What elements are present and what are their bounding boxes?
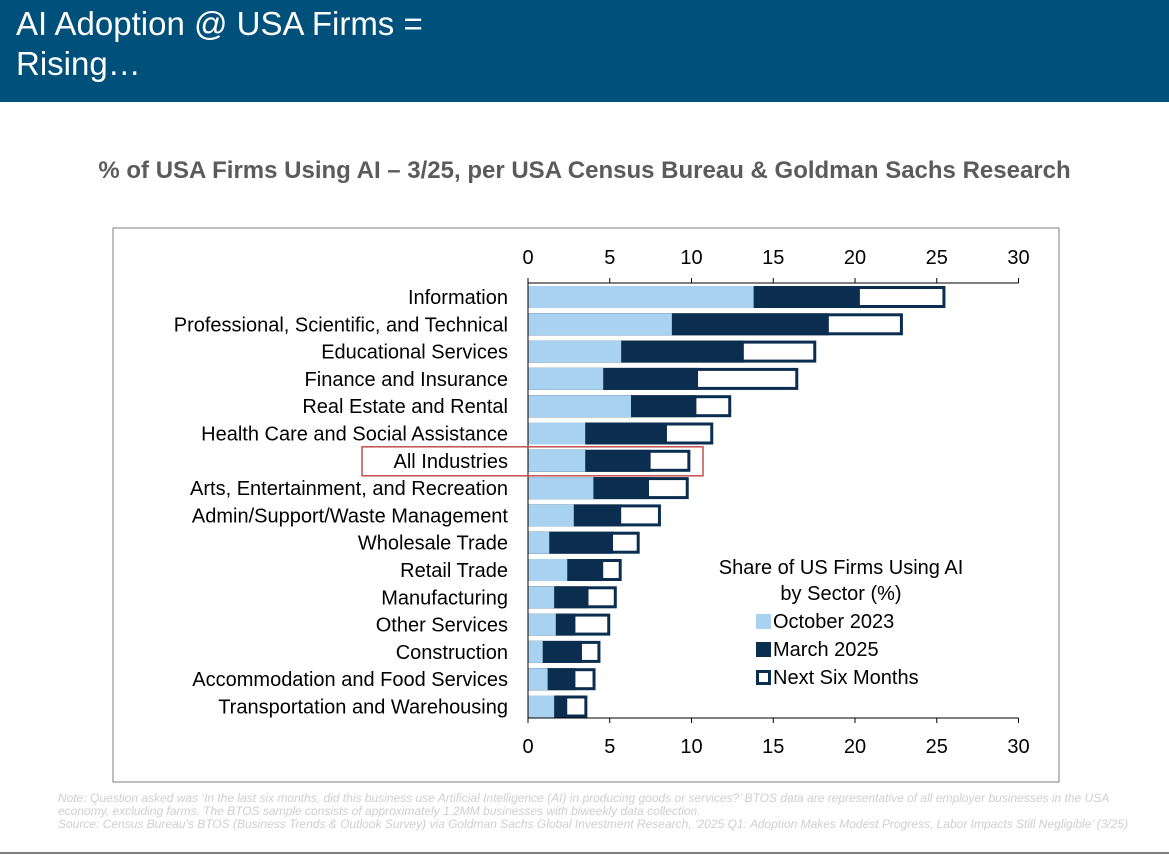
bar-october-2023: [528, 559, 568, 581]
bar-october-2023: [528, 613, 556, 636]
slide-title: AI Adoption @ USA Firms = Rising…: [16, 5, 423, 82]
bar-october-2023: [528, 668, 548, 691]
bottom-rule: [0, 852, 1169, 854]
bar-october-2023: [528, 640, 543, 663]
bar-october-2023: [528, 422, 586, 445]
category-label: Information: [408, 287, 508, 309]
category-label: Manufacturing: [381, 587, 508, 609]
legend-label: October 2023: [773, 611, 894, 633]
legend-title-line-2: by Sector (%): [780, 583, 901, 605]
x-tick-label-top: 20: [844, 247, 866, 269]
category-label: Health Care and Social Assistance: [201, 424, 508, 446]
category-label: Accommodation and Food Services: [192, 669, 508, 691]
x-tick-label-top: 0: [522, 247, 533, 269]
category-label: Educational Services: [321, 342, 508, 364]
x-tick-label-top: 30: [1007, 247, 1029, 269]
legend-swatch-october-2023: [756, 614, 771, 629]
bar-october-2023: [528, 340, 622, 363]
x-tick-label-bottom: 0: [522, 736, 533, 758]
x-tick-label-bottom: 15: [762, 736, 784, 758]
category-label: Wholesale Trade: [358, 533, 508, 555]
x-tick-label-bottom: 30: [1007, 736, 1029, 758]
legend-swatch-next-six-months: [756, 670, 771, 685]
category-label: Finance and Insurance: [305, 369, 508, 391]
x-tick-label-bottom: 20: [844, 736, 866, 758]
highlight-box: [361, 446, 704, 477]
category-label: Professional, Scientific, and Technical: [174, 314, 508, 336]
source-text: Source: Census Bureau’s BTOS (Business T…: [58, 817, 1129, 831]
legend-swatch-march-2025: [756, 642, 771, 657]
bar-october-2023: [528, 695, 555, 718]
bar-october-2023: [528, 531, 550, 554]
category-label: Transportation and Warehousing: [218, 697, 508, 719]
category-label: Retail Trade: [400, 560, 508, 582]
x-tick-label-top: 5: [604, 247, 615, 269]
x-tick-label-top: 25: [926, 247, 948, 269]
chart-heading: % of USA Firms Using AI – 3/25, per USA …: [98, 157, 1071, 184]
x-tick-label-top: 10: [680, 247, 702, 269]
bar-october-2023: [528, 449, 586, 472]
category-label: Construction: [396, 642, 508, 664]
category-label: Admin/Support/Waste Management: [192, 505, 509, 527]
x-tick-label-bottom: 25: [926, 736, 948, 758]
legend-label: Next Six Months: [773, 667, 919, 689]
bar-october-2023: [528, 313, 672, 336]
legend-label: March 2025: [773, 639, 879, 661]
bar-october-2023: [528, 477, 594, 500]
bar-october-2023: [528, 504, 574, 527]
bar-october-2023: [528, 286, 754, 308]
category-label: Real Estate and Rental: [302, 396, 508, 418]
title-banner: AI Adoption @ USA Firms = Rising…: [0, 0, 1169, 102]
category-label: Arts, Entertainment, and Recreation: [190, 478, 508, 500]
category-label: Other Services: [376, 615, 508, 637]
note-text: Note: Question asked was ‘In the last si…: [58, 791, 1109, 818]
x-tick-label-top: 15: [762, 247, 784, 269]
x-tick-label-bottom: 10: [680, 736, 702, 758]
x-tick-label-bottom: 5: [604, 736, 615, 758]
bar-october-2023: [528, 367, 604, 390]
bar-october-2023: [528, 395, 632, 418]
bar-october-2023: [528, 586, 555, 609]
category-label: All Industries: [394, 451, 509, 473]
legend-title-line-1: Share of US Firms Using AI: [719, 557, 964, 579]
footnote-block: Note: Question asked was ‘In the last si…: [58, 792, 1158, 831]
